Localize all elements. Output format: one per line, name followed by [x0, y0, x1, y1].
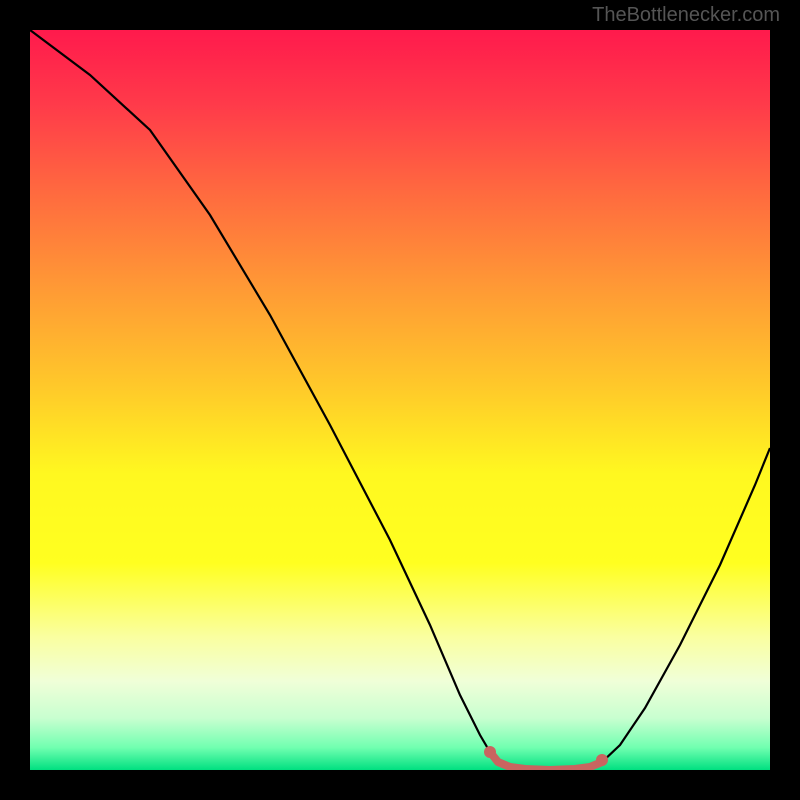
bottleneck-curve — [30, 30, 770, 770]
curve-layer — [30, 30, 770, 770]
watermark-text: TheBottlenecker.com — [592, 4, 780, 27]
plot-area — [30, 30, 770, 770]
optimal-range-dot-left — [484, 746, 496, 758]
optimal-range-marker — [490, 752, 602, 770]
optimal-range-dot-right — [596, 754, 608, 766]
